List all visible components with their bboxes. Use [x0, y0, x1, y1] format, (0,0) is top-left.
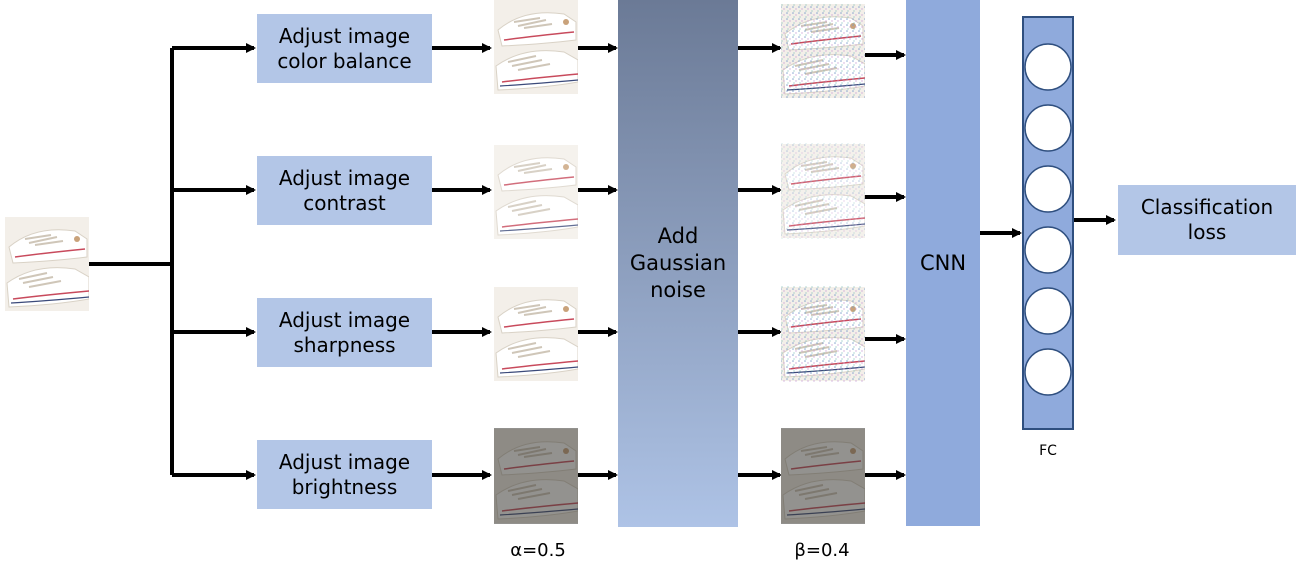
adjust-brightness-box: Adjust image brightness — [257, 440, 432, 509]
augmented-image-brightness — [494, 428, 578, 524]
augmented-image-color-balance — [494, 0, 578, 94]
fc-label: FC — [1039, 443, 1057, 459]
noisy-image-color-balance — [781, 4, 865, 98]
fc-layer — [1022, 16, 1074, 430]
gaussian-noise-text-wrap: Add Gaussian noise — [618, 0, 738, 527]
gaussian-noise-label: Add Gaussian noise — [629, 224, 727, 302]
adjust-color-balance-label: Adjust image color balance — [277, 23, 412, 73]
cnn-block — [906, 0, 980, 526]
fc-neuron — [1024, 348, 1072, 396]
fc-neuron — [1024, 165, 1072, 213]
cnn-text-wrap: CNN — [906, 0, 980, 526]
input-image — [5, 217, 89, 311]
fc-neuron — [1024, 287, 1072, 335]
beta-label: β=0.4 — [794, 540, 850, 561]
adjust-color-balance-box: Adjust image color balance — [257, 14, 432, 83]
augmented-image-sharpness — [494, 286, 578, 382]
noisy-image-brightness — [781, 428, 865, 524]
fc-neuron — [1024, 43, 1072, 91]
noisy-image-contrast — [781, 143, 865, 239]
augmented-image-contrast — [494, 143, 578, 241]
adjust-sharpness-box: Adjust image sharpness — [257, 298, 432, 367]
alpha-label: α=0.5 — [510, 540, 566, 561]
fc-neuron — [1024, 104, 1072, 152]
adjust-contrast-label: Adjust image contrast — [278, 165, 411, 215]
cnn-label: CNN — [919, 250, 967, 275]
classification-loss-label: Classification loss — [1140, 195, 1274, 244]
noisy-image-sharpness — [781, 286, 865, 382]
fc-neuron — [1024, 226, 1072, 274]
gaussian-noise-block — [618, 0, 738, 527]
adjust-brightness-label: Adjust image brightness — [278, 449, 411, 499]
adjust-sharpness-label: Adjust image sharpness — [278, 307, 411, 357]
classification-loss-box: Classification loss — [1118, 185, 1296, 255]
branch-lines — [89, 48, 174, 475]
adjust-contrast-box: Adjust image contrast — [257, 156, 432, 225]
